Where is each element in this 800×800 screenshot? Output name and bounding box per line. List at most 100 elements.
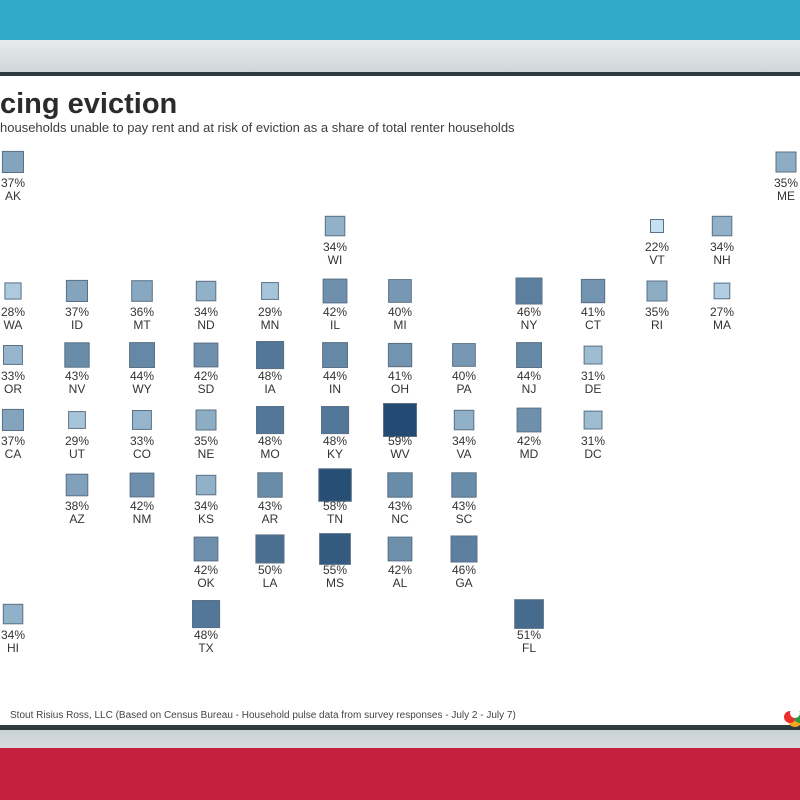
state-value-label: 42% — [323, 305, 347, 319]
state-abbr-label: VT — [649, 253, 665, 267]
state-tile-al: 42%AL — [387, 536, 413, 590]
state-tile-fl: 51%FL — [514, 599, 544, 655]
state-tile-ri: 35%RI — [645, 280, 669, 332]
state-abbr-label: NC — [391, 512, 409, 526]
state-value-label: 42% — [194, 563, 218, 577]
state-square-in — [322, 342, 349, 369]
state-value-label: 33% — [1, 369, 25, 383]
state-square-sd — [193, 342, 219, 368]
state-value-label: 34% — [452, 434, 476, 448]
state-square-mi — [388, 279, 412, 303]
state-abbr-label: MN — [261, 318, 280, 332]
state-value-label: 43% — [452, 499, 476, 513]
chart-subtitle: households unable to pay rent and at ris… — [0, 120, 515, 135]
state-square-ms — [319, 533, 351, 565]
state-value-label: 44% — [517, 369, 541, 383]
state-tile-ny: 46%NY — [515, 277, 543, 332]
state-square-dc — [583, 410, 603, 430]
state-square-ma — [713, 282, 731, 300]
state-abbr-label: MO — [260, 447, 279, 461]
state-abbr-label: FL — [522, 641, 536, 655]
state-square-ny — [515, 277, 543, 305]
state-value-label: 58% — [323, 499, 347, 513]
state-square-nc — [387, 472, 413, 498]
state-abbr-label: RI — [651, 318, 663, 332]
state-abbr-label: WV — [390, 447, 409, 461]
state-abbr-label: CO — [133, 447, 151, 461]
state-square-nj — [516, 342, 542, 369]
state-square-ut — [68, 411, 86, 429]
state-square-wa — [4, 282, 22, 300]
state-value-label: 31% — [581, 369, 605, 383]
state-abbr-label: DC — [584, 447, 602, 461]
state-square-ak — [1, 150, 25, 173]
state-tile-vt: 22%VT — [645, 219, 669, 267]
state-tile-nm: 42%NM — [129, 472, 155, 526]
state-value-label: 33% — [130, 434, 154, 448]
state-abbr-label: TX — [198, 641, 213, 655]
state-abbr-label: AZ — [69, 512, 84, 526]
state-tile-la: 50%LA — [255, 534, 285, 590]
state-value-label: 29% — [258, 305, 282, 319]
state-value-label: 43% — [388, 499, 412, 513]
state-square-tn — [318, 468, 352, 502]
state-tile-hi: 34%HI — [1, 603, 25, 655]
state-square-tx — [192, 600, 221, 629]
state-abbr-label: KS — [198, 512, 214, 526]
state-tile-nc: 43%NC — [387, 472, 413, 526]
state-square-mn — [261, 282, 279, 300]
state-abbr-label: OK — [197, 576, 214, 590]
state-tile-de: 31%DE — [581, 345, 605, 396]
state-value-label: 44% — [130, 369, 154, 383]
chart-title: cing eviction — [0, 88, 178, 120]
state-abbr-label: ND — [197, 318, 215, 332]
state-square-oh — [387, 342, 413, 368]
state-value-label: 28% — [1, 305, 25, 319]
state-value-label: 48% — [258, 434, 282, 448]
state-tile-ga: 46%GA — [450, 535, 478, 590]
state-abbr-label: NV — [69, 382, 86, 396]
state-square-vt — [650, 219, 664, 233]
state-value-label: 27% — [710, 305, 734, 319]
state-value-label: 42% — [130, 499, 154, 513]
state-square-ok — [193, 536, 219, 562]
state-tile-wa: 28%WA — [1, 282, 25, 332]
state-abbr-label: NM — [133, 512, 152, 526]
state-abbr-label: MD — [520, 447, 539, 461]
state-tile-ma: 27%MA — [710, 282, 734, 332]
state-abbr-label: CA — [5, 447, 22, 461]
state-tile-nh: 34%NH — [710, 215, 734, 267]
state-tile-wv: 59%WV — [383, 403, 417, 461]
state-value-label: 55% — [323, 563, 347, 577]
state-tile-va: 34%VA — [452, 409, 476, 461]
state-tile-mn: 29%MN — [258, 282, 282, 332]
state-value-label: 41% — [388, 369, 412, 383]
state-square-ca — [1, 408, 25, 431]
state-abbr-label: DE — [585, 382, 602, 396]
state-abbr-label: OH — [391, 382, 409, 396]
state-value-label: 41% — [581, 305, 605, 319]
state-abbr-label: IL — [330, 318, 340, 332]
state-tile-ar: 43%AR — [257, 472, 283, 526]
state-square-sc — [451, 472, 477, 498]
state-tile-oh: 41%OH — [387, 342, 413, 396]
state-tile-tn: 58%TN — [318, 468, 352, 526]
state-square-ar — [257, 472, 283, 498]
state-abbr-label: MI — [393, 318, 406, 332]
state-value-label: 48% — [194, 628, 218, 642]
state-square-ga — [450, 535, 478, 563]
state-square-md — [516, 407, 542, 433]
state-square-fl — [514, 599, 544, 629]
state-value-label: 43% — [65, 369, 89, 383]
state-square-or — [3, 345, 23, 365]
state-tile-md: 42%MD — [516, 407, 542, 461]
state-tile-nd: 34%ND — [194, 280, 218, 332]
state-square-id — [65, 279, 89, 302]
state-value-label: 35% — [774, 176, 798, 190]
state-tile-mt: 36%MT — [130, 280, 154, 332]
state-abbr-label: SC — [456, 512, 473, 526]
state-square-nd — [195, 280, 217, 302]
state-abbr-label: NJ — [522, 382, 537, 396]
state-tile-az: 38%AZ — [65, 473, 89, 526]
